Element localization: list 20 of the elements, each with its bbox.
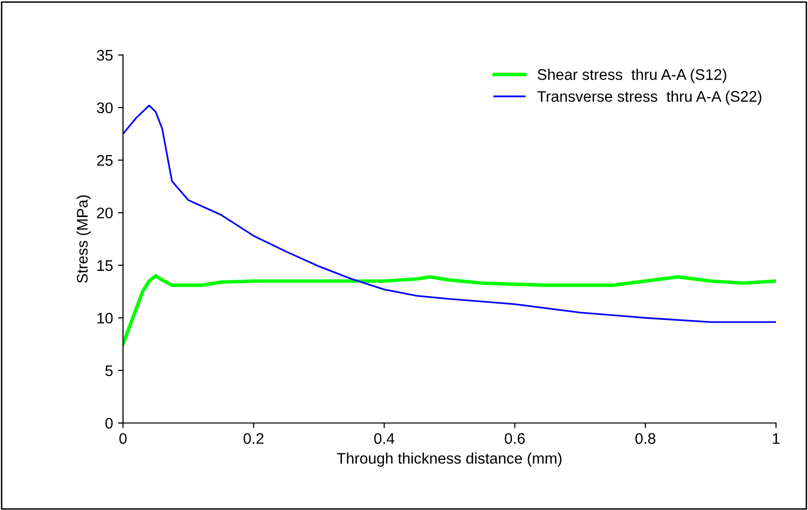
line-series	[123, 274, 776, 346]
x-tick-label: 0.8	[635, 433, 656, 444]
x-axis-title: Through thickness distance (mm)	[336, 452, 562, 467]
y-tick-label: 5	[105, 365, 113, 376]
y-tick-label: 20	[97, 208, 113, 218]
x-tick-label: 0	[119, 433, 127, 444]
y-tick-label: 25	[97, 155, 113, 166]
x-tick-label: 0.2	[244, 433, 264, 444]
y-tick-label: 15	[97, 260, 113, 271]
x-tick-label: 0.6	[504, 433, 525, 444]
y-axis-title: Stress (MPa)	[76, 195, 91, 283]
legend-label: Transverse stress thru A-A (S22)	[537, 90, 762, 105]
x-tick-label: 0.4	[374, 433, 394, 444]
y-tick-label: 30	[96, 102, 113, 114]
line-series	[123, 104, 776, 323]
legend-label: Shear stress thru A-A (S12)	[538, 68, 726, 83]
y-tick-label: 35	[96, 50, 113, 61]
y-tick-label: 0	[105, 418, 113, 429]
y-tick-label: 10	[97, 312, 113, 324]
x-tick-label: 1	[772, 433, 780, 444]
